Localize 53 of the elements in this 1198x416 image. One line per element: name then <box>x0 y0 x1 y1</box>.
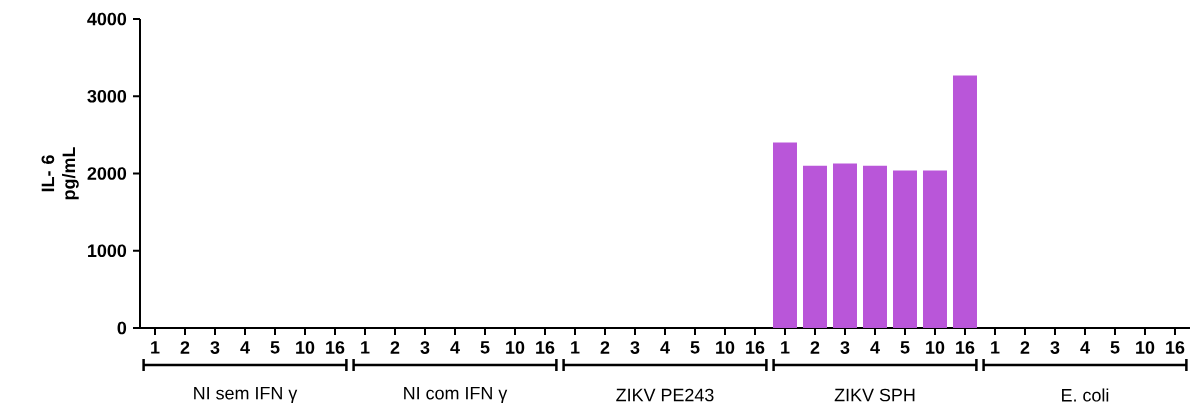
x-tick-label: 16 <box>536 341 555 354</box>
bar <box>922 170 947 328</box>
x-tick-label: 5 <box>480 341 490 354</box>
text: NI sem IFN γ <box>194 386 298 404</box>
x-tick-label: 2 <box>390 341 400 354</box>
y-tick-label: 0 <box>117 321 127 335</box>
bar <box>802 165 827 328</box>
x-tick-label: 1 <box>781 341 790 354</box>
text: ZIKV SPH <box>834 388 915 402</box>
x-tick-label: 2 <box>180 341 190 354</box>
x-tick-label: 3 <box>840 341 850 354</box>
x-tick-label: 10 <box>1136 341 1155 354</box>
x-tick-label: 16 <box>326 341 345 354</box>
x-tick-label: 2 <box>600 341 610 354</box>
bar <box>862 165 887 328</box>
x-tick-label: 10 <box>926 341 945 354</box>
x-tick-label: 3 <box>210 341 220 354</box>
x-tick-label: 1 <box>361 341 370 354</box>
bar <box>892 170 917 328</box>
x-tick-label: 16 <box>956 341 975 354</box>
x-tick-label: 10 <box>296 341 315 354</box>
x-tick-label: 3 <box>420 341 430 354</box>
x-tick-label: 2 <box>810 341 820 354</box>
x-tick-label: 4 <box>870 341 880 354</box>
text: NI com IFN γ <box>404 386 508 404</box>
x-tick-label: 16 <box>1166 341 1185 354</box>
x-tick-label: 3 <box>630 341 640 354</box>
x-tick-label: 5 <box>900 341 910 354</box>
x-tick-label: 4 <box>660 341 670 354</box>
x-tick-label: 2 <box>1020 341 1030 354</box>
x-tick-label: 5 <box>1110 341 1120 354</box>
bar <box>832 163 857 328</box>
y-tick-label: 1000 <box>88 244 127 258</box>
text: E. coli <box>1062 388 1109 402</box>
y-tick-label: 3000 <box>87 89 127 103</box>
x-tick-label: 3 <box>1050 341 1060 354</box>
bar <box>772 142 797 328</box>
x-tick-label: 1 <box>991 341 1000 354</box>
y-axis-title: IL- 6 pg/mL <box>41 147 79 200</box>
x-tick-label: 4 <box>240 341 250 354</box>
x-tick-label: 4 <box>450 341 460 354</box>
y-tick-label: 4000 <box>87 12 127 26</box>
x-tick-label: 5 <box>690 341 700 354</box>
y-tick-label: 2000 <box>87 167 127 180</box>
x-tick-label: 10 <box>716 341 735 354</box>
x-tick-label: 16 <box>746 341 765 354</box>
x-tick-label: 4 <box>1080 341 1090 354</box>
x-tick-label: 1 <box>151 341 160 354</box>
text: ZIKV PE243 <box>616 388 714 402</box>
x-tick-label: 5 <box>270 341 280 354</box>
bar <box>952 75 977 328</box>
x-tick-label: 10 <box>506 341 525 354</box>
x-tick-label: 1 <box>571 341 580 354</box>
